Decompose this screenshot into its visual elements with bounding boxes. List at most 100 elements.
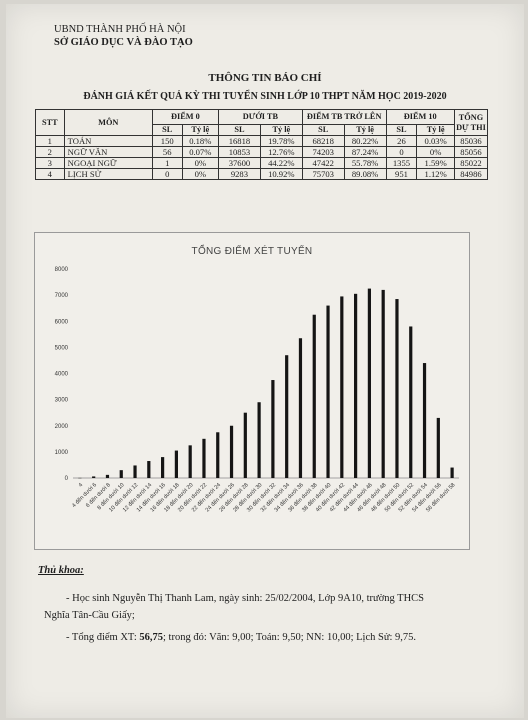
cell-dtb-tl: 12.76% (259, 146, 303, 158)
chart-bar (216, 432, 220, 478)
cell-tb-tl: 87.24% (343, 146, 387, 158)
score-breakdown: ; trong đó: Văn: 9,00; Toán: 9,50; NN: 1… (162, 632, 417, 643)
subheader-ty-le: Tỷ lệ (343, 124, 387, 136)
table-row: 4 LỊCH SỬ 0 0% 9283 10.92% 75703 89.08% … (35, 168, 489, 180)
cell-dtb-sl: 16818 (217, 135, 261, 147)
header-mon: MÔN (63, 109, 153, 136)
subheader-sl: SL (217, 124, 261, 136)
total-score-line: - Tổng điểm XT: 56,75; trong đó: Văn: 9,… (66, 632, 416, 643)
chart-bar (92, 476, 96, 478)
document-page: UBND THÀNH PHỐ HÀ NỘI SỞ GIÁO DỤC VÀ ĐÀO… (6, 4, 524, 718)
subheader-sl: SL (385, 124, 418, 136)
cell-dtb-tl: 19.78% (259, 135, 303, 147)
cell-tb-tl: 89.08% (343, 168, 387, 180)
cell-d0-tl: 0% (181, 157, 219, 169)
cell-mon: NGOẠI NGỮ (63, 157, 153, 169)
cell-d0-sl: 0 (151, 168, 183, 180)
y-tick-label: 3000 (55, 398, 69, 404)
cell-stt: 2 (35, 146, 65, 158)
org-name: UBND THÀNH PHỐ HÀ NỘI (54, 24, 186, 35)
x-tick-label: 4 (78, 482, 84, 488)
cell-d0-sl: 150 (151, 135, 183, 147)
header-tong-du-thi: TỔNG DỰ THI (453, 109, 489, 136)
cell-tong: 85022 (453, 157, 489, 169)
chart-bar (229, 425, 234, 478)
chart-bar (381, 289, 385, 478)
chart-bar (395, 299, 399, 478)
total-score-prefix: - Tổng điểm XT: (66, 632, 140, 643)
cell-d10-sl: 0 (385, 146, 418, 158)
y-tick-label: 8000 (55, 267, 69, 273)
cell-stt: 1 (35, 135, 65, 147)
valedictorian-school: Nghĩa Tân-Cầu Giấy; (44, 610, 135, 621)
table-row: 3 NGOẠI NGỮ 1 0% 37600 44.22% 47422 55.7… (35, 157, 489, 169)
cell-d0-tl: 0% (181, 168, 219, 180)
total-score-value: 56,75 (139, 632, 163, 643)
header-diem0: ĐIỂM 0 (151, 109, 219, 125)
header-tb-tro-len: ĐIỂM TB TRỞ LÊN (301, 109, 387, 125)
subheader-sl: SL (301, 124, 345, 136)
chart-bar (340, 296, 344, 478)
department-name: SỞ GIÁO DỤC VÀ ĐÀO TẠO (54, 37, 193, 48)
chart-bar (367, 288, 371, 478)
cell-tong: 85036 (453, 135, 489, 147)
chart-bar (243, 412, 247, 478)
results-table: STT MÔN ĐIỂM 0 DƯỚI TB ĐIỂM TB TRỞ LÊN Đ… (35, 109, 489, 180)
y-tick-label: 1000 (55, 450, 69, 456)
chart-bar (326, 305, 330, 478)
cell-d10-tl: 0.03% (416, 135, 455, 147)
cell-d10-tl: 0% (416, 146, 455, 158)
chart-bar (312, 314, 316, 478)
y-tick-label: 4000 (55, 372, 69, 378)
chart-bar (298, 338, 303, 478)
cell-stt: 3 (35, 157, 65, 169)
cell-tong: 85056 (453, 146, 489, 158)
score-chart: TỔNG ĐIỂM XÉT TUYỂN 0 1000 2000 3000 4000 500… (34, 232, 470, 550)
cell-mon: NGỮ VĂN (63, 146, 153, 158)
cell-tb-tl: 55.78% (343, 157, 387, 169)
chart-bar (133, 465, 137, 478)
cell-tong: 84986 (453, 168, 489, 180)
cell-dtb-sl: 9283 (217, 168, 261, 180)
y-tick-label: 7000 (55, 293, 69, 299)
document-title: THÔNG TIN BÁO CHÍ (208, 72, 322, 84)
cell-d10-sl: 951 (385, 168, 418, 180)
cell-tb-sl: 68218 (301, 135, 345, 147)
chart-bar (422, 363, 427, 478)
header-duoi-tb: DƯỚI TB (217, 109, 303, 125)
chart-bar (271, 380, 275, 478)
subheader-ty-le: Tỷ lệ (259, 124, 303, 136)
cell-d10-sl: 1355 (385, 157, 418, 169)
cell-dtb-sl: 10853 (217, 146, 261, 158)
chart-bar (202, 438, 206, 478)
y-tick-label: 2000 (55, 424, 69, 430)
subheader-ty-le: Tỷ lệ (416, 124, 455, 136)
chart-bar (147, 461, 151, 478)
subheader-sl: SL (151, 124, 183, 136)
chart-bar (450, 467, 454, 478)
chart-bar (354, 293, 358, 478)
document-subtitle: ĐÁNH GIÁ KẾT QUẢ KỲ THI TUYỂN SINH LỚP 1… (83, 91, 447, 102)
cell-d0-tl: 0.18% (181, 135, 219, 147)
cell-d10-tl: 1.59% (416, 157, 455, 169)
cell-tb-sl: 74203 (301, 146, 345, 158)
cell-dtb-tl: 10.92% (259, 168, 303, 180)
chart-bar (436, 417, 440, 478)
chart-bar (174, 450, 178, 478)
cell-tb-sl: 47422 (301, 157, 345, 169)
cell-mon: TOÁN (63, 135, 153, 147)
chart-bar (285, 355, 289, 478)
cell-d10-tl: 1.12% (416, 168, 455, 180)
cell-d0-tl: 0.07% (181, 146, 219, 158)
y-tick-label: 5000 (55, 345, 69, 351)
subheader-ty-le: Tỷ lệ (181, 124, 219, 136)
cell-stt: 4 (35, 168, 65, 180)
cell-dtb-tl: 44.22% (259, 157, 303, 169)
cell-d0-sl: 56 (151, 146, 183, 158)
cell-mon: LỊCH SỬ (63, 168, 153, 180)
chart-bar (119, 470, 123, 478)
table-row: 2 NGỮ VĂN 56 0.07% 10853 12.76% 74203 87… (35, 146, 489, 158)
cell-d0-sl: 1 (151, 157, 183, 169)
valedictorian-info: - Học sinh Nguyễn Thị Thanh Lam, ngày si… (66, 593, 425, 604)
